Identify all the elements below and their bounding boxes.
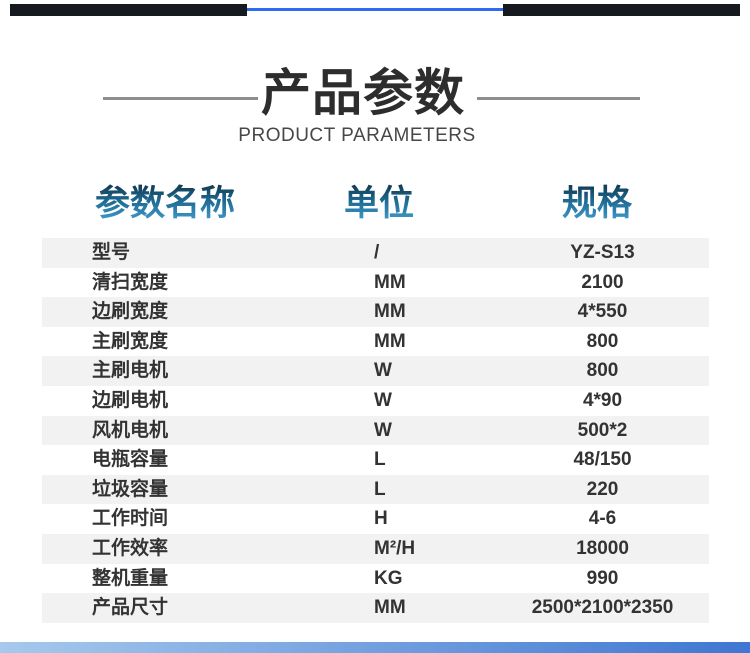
- param-spec: 48/150: [573, 449, 632, 471]
- section-title: 产品参数: [261, 65, 465, 121]
- top-right-bar: [503, 4, 740, 16]
- param-name: 工作效率: [92, 537, 169, 559]
- param-name: 主刷宽度: [92, 330, 169, 352]
- param-spec: YZ-S13: [570, 242, 635, 263]
- spec-table-row: 边刷宽度 MM 4*550: [42, 297, 709, 327]
- param-unit: H: [374, 508, 388, 530]
- spec-table-row: 产品尺寸 MM 2500*2100*2350: [42, 593, 709, 623]
- param-spec: 4*90: [582, 389, 623, 411]
- param-spec: 990: [586, 567, 619, 589]
- top-divider-line: [12, 8, 738, 11]
- param-unit: L: [374, 478, 386, 500]
- param-name: 产品尺寸: [92, 597, 169, 619]
- spec-table-row: 边刷电机 W 4*90: [42, 385, 709, 416]
- param-unit: W: [374, 419, 392, 441]
- param-unit: MM: [374, 301, 406, 323]
- top-left-bar: [10, 4, 247, 16]
- spec-table-row: 工作效率 M²/H 18000: [42, 533, 709, 564]
- param-unit: W: [374, 360, 392, 382]
- title-left-dash: [103, 97, 258, 100]
- bottom-divider-bar: [0, 642, 750, 653]
- param-unit: /: [374, 242, 380, 263]
- column-header-parameter-name: 参数名称: [45, 183, 285, 225]
- param-spec: 4*550: [577, 301, 628, 323]
- param-spec: 2100: [581, 271, 624, 293]
- spec-table-row: 整机重量 KG 990: [42, 563, 709, 594]
- spec-table-row: 工作时间 H 4-6: [42, 504, 709, 534]
- spec-table-row: 主刷宽度 MM 800: [42, 326, 709, 357]
- spec-table-row: 电瓶容量 L 48/150: [42, 445, 709, 475]
- spec-table-row: 垃圾容量 L 220: [42, 474, 709, 505]
- title-right-dash: [477, 97, 640, 100]
- param-unit: KG: [374, 567, 403, 589]
- param-spec: 2500*2100*2350: [531, 597, 674, 619]
- spec-table-row: 风机电机 W 500*2: [42, 415, 709, 446]
- param-name: 垃圾容量: [92, 478, 169, 500]
- param-unit: W: [374, 389, 392, 411]
- param-name: 风机电机: [92, 419, 169, 441]
- param-name: 电瓶容量: [92, 449, 169, 471]
- param-spec: 4-6: [588, 508, 617, 530]
- param-unit: MM: [374, 597, 406, 619]
- param-name: 型号: [92, 242, 131, 263]
- param-name: 边刷宽度: [92, 301, 169, 323]
- column-header-unit: 单位: [279, 183, 479, 225]
- param-name: 清扫宽度: [92, 271, 169, 293]
- param-unit: M²/H: [374, 537, 416, 559]
- section-subtitle: PRODUCT PARAMETERS: [238, 125, 476, 146]
- spec-table-row: 主刷电机 W 800: [42, 356, 709, 386]
- param-name: 整机重量: [92, 567, 169, 589]
- param-unit: MM: [374, 330, 406, 352]
- spec-table: 型号 / YZ-S13 清扫宽度 MM 2100 边刷宽度 MM 4*550 主…: [42, 238, 709, 623]
- param-spec: 800: [586, 330, 619, 352]
- param-unit: MM: [374, 271, 406, 293]
- spec-table-row: 清扫宽度 MM 2100: [42, 267, 709, 298]
- param-name: 工作时间: [92, 508, 169, 530]
- spec-table-row: 型号 / YZ-S13: [42, 238, 709, 268]
- param-name: 主刷电机: [92, 360, 169, 382]
- param-unit: L: [374, 449, 386, 471]
- param-spec: 220: [586, 478, 619, 500]
- param-spec: 18000: [576, 537, 629, 559]
- param-spec: 500*2: [577, 419, 628, 441]
- param-spec: 800: [586, 360, 619, 382]
- param-name: 边刷电机: [92, 389, 169, 411]
- column-header-spec: 规格: [497, 183, 697, 225]
